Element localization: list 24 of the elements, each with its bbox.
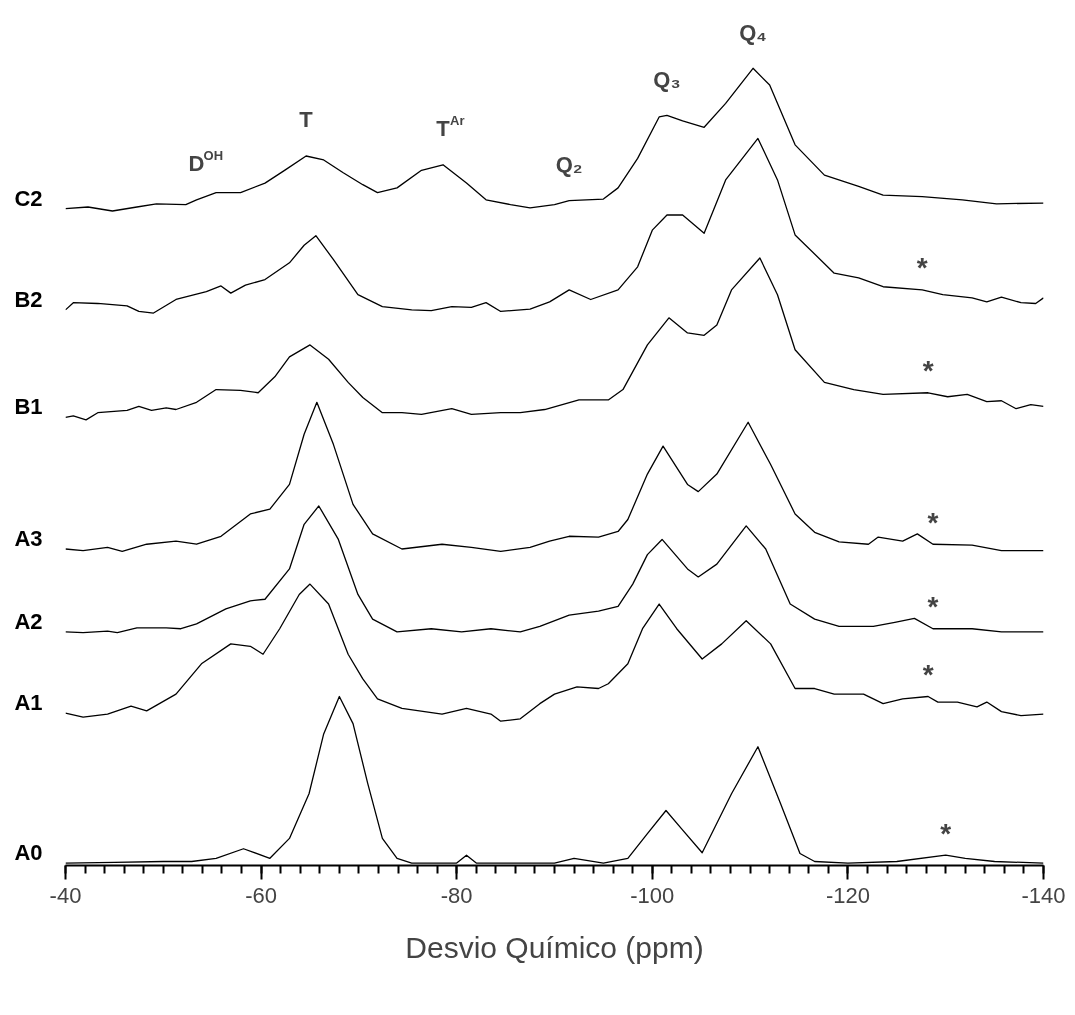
annotation: *	[922, 658, 934, 690]
annotation: *	[927, 591, 939, 623]
x-tick-label: -100	[630, 882, 675, 908]
series-label: B1	[14, 394, 43, 420]
series-label: A3	[14, 526, 43, 552]
annotation: *	[927, 506, 939, 538]
x-tick-label: -80	[440, 882, 473, 908]
x-tick-label: -140	[1021, 882, 1066, 908]
annotation: T	[299, 107, 314, 133]
x-tick-label: -60	[245, 882, 277, 908]
series-label: C2	[14, 185, 43, 211]
series-label: A1	[14, 690, 43, 716]
series-label: A2	[14, 608, 43, 634]
annotation: Q₃	[653, 66, 681, 92]
annotation: *	[922, 355, 934, 387]
series-label: A0	[14, 840, 43, 866]
annotation: *	[940, 817, 952, 849]
annotation: Q₄	[739, 19, 767, 45]
annotation: Q₂	[555, 152, 583, 178]
series-label: B2	[14, 286, 43, 312]
x-axis-title: Desvio Químico (ppm)	[405, 930, 704, 964]
annotation: *	[916, 252, 928, 284]
x-tick-label: -40	[49, 882, 82, 908]
x-tick-label: -120	[825, 882, 870, 908]
